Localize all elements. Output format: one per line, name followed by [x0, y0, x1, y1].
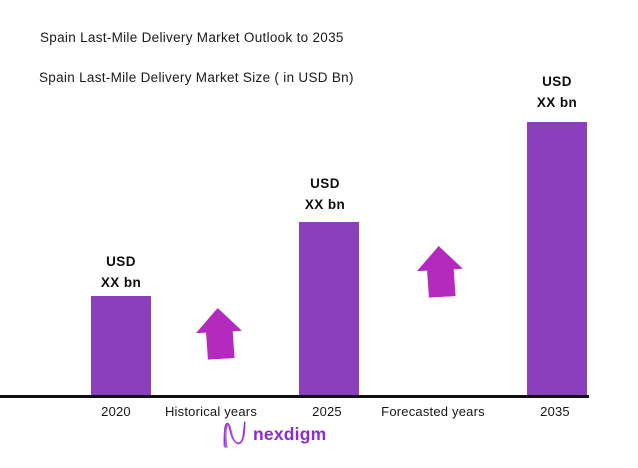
value-label-2035-line2: XX bn — [536, 95, 578, 110]
bar-2020 — [91, 296, 151, 396]
nexdigm-logo: nexdigm — [222, 418, 326, 450]
up-arrow-icon-historical — [195, 307, 244, 360]
value-label-2035-line1: USD — [542, 74, 572, 89]
x-label-forecasted-years: Forecasted years — [381, 404, 485, 419]
chart-title: Spain Last-Mile Delivery Market Outlook … — [40, 30, 344, 45]
value-label-2020: USD XX bn — [66, 251, 176, 293]
chart-subtitle: Spain Last-Mile Delivery Market Size ( i… — [39, 70, 354, 85]
bar-2035 — [527, 122, 587, 396]
x-label-2020: 2020 — [101, 404, 131, 419]
value-label-2025-line1: USD — [310, 176, 340, 191]
value-label-2025-line2: XX bn — [304, 197, 346, 212]
bar-2025 — [299, 222, 359, 396]
nexdigm-logo-text: nexdigm — [253, 423, 327, 444]
value-label-2025: USD XX bn — [270, 173, 380, 215]
value-label-2035: USD XX bn — [502, 71, 612, 113]
x-label-2025: 2025 — [312, 404, 342, 419]
value-label-2020-line2: XX bn — [100, 275, 142, 290]
nexdigm-logo-icon — [223, 420, 246, 448]
value-label-2020-line1: USD — [106, 254, 136, 269]
x-label-historical-years: Historical years — [164, 404, 258, 419]
up-arrow-icon-forecasted — [416, 245, 465, 298]
x-label-2035: 2035 — [540, 404, 570, 419]
x-axis-line — [0, 395, 589, 398]
